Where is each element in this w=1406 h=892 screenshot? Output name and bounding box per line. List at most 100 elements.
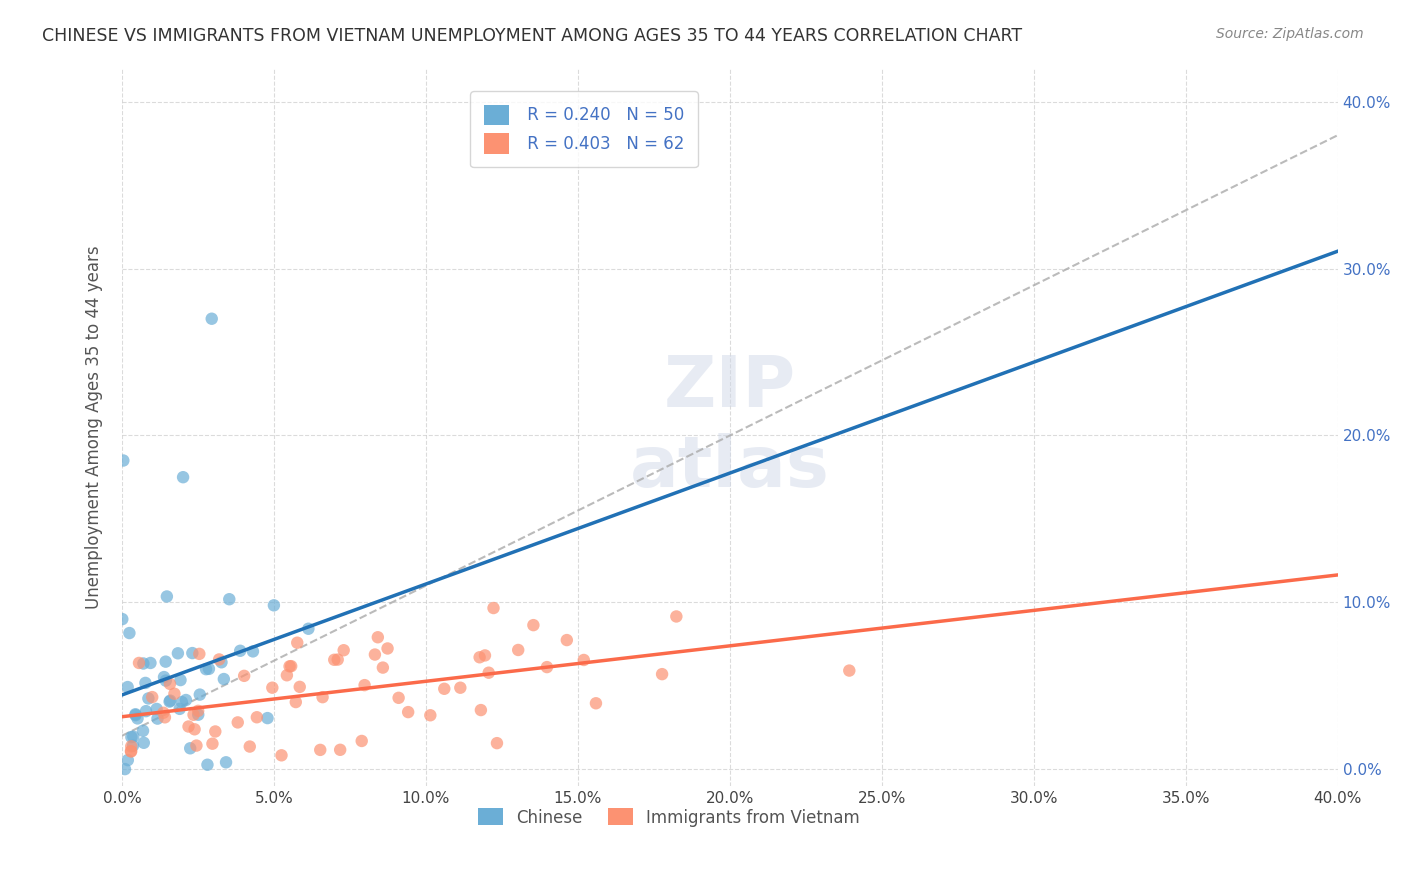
Point <box>396 705 419 719</box>
Point <box>124 708 146 723</box>
Point <box>326 652 349 666</box>
Point <box>197 757 219 772</box>
Point <box>145 702 167 716</box>
Point <box>651 667 673 681</box>
Point <box>201 311 224 326</box>
Point <box>138 691 160 706</box>
Point <box>367 630 389 644</box>
Point <box>350 734 373 748</box>
Point <box>256 711 278 725</box>
Point <box>159 693 181 707</box>
Point <box>838 664 860 678</box>
Point <box>201 737 224 751</box>
Point <box>120 730 142 744</box>
Point <box>485 736 508 750</box>
Point <box>332 643 354 657</box>
Point <box>135 704 157 718</box>
Point <box>309 743 332 757</box>
Point <box>163 687 186 701</box>
Point <box>226 715 249 730</box>
Point <box>117 753 139 767</box>
Point <box>141 690 163 705</box>
Point <box>388 690 411 705</box>
Point <box>212 672 235 686</box>
Point <box>159 695 181 709</box>
Point <box>288 680 311 694</box>
Point <box>188 688 211 702</box>
Point <box>377 641 399 656</box>
Point <box>169 673 191 687</box>
Point <box>433 681 456 696</box>
Point <box>159 677 181 691</box>
Text: Source: ZipAtlas.com: Source: ZipAtlas.com <box>1216 27 1364 41</box>
Point <box>188 647 211 661</box>
Point <box>478 665 501 680</box>
Point <box>665 609 688 624</box>
Point <box>198 662 221 676</box>
Point <box>117 680 139 694</box>
Point <box>111 612 134 626</box>
Point <box>156 590 179 604</box>
Point <box>174 693 197 707</box>
Point <box>153 710 176 724</box>
Text: ZIP
atlas: ZIP atlas <box>630 352 830 501</box>
Point <box>127 711 149 725</box>
Point <box>215 756 238 770</box>
Point <box>112 453 135 467</box>
Point <box>263 599 285 613</box>
Point <box>311 690 333 705</box>
Point <box>536 660 558 674</box>
Point <box>242 644 264 658</box>
Point <box>134 676 156 690</box>
Point <box>181 646 204 660</box>
Point <box>179 741 201 756</box>
Point <box>449 681 471 695</box>
Text: CHINESE VS IMMIGRANTS FROM VIETNAM UNEMPLOYMENT AMONG AGES 35 TO 44 YEARS CORREL: CHINESE VS IMMIGRANTS FROM VIETNAM UNEMP… <box>42 27 1022 45</box>
Point <box>555 633 578 648</box>
Point <box>233 669 256 683</box>
Point <box>114 762 136 776</box>
Point <box>120 744 142 758</box>
Point <box>246 710 269 724</box>
Point <box>167 646 190 660</box>
Point <box>284 695 307 709</box>
Point <box>120 744 142 758</box>
Point <box>132 657 155 671</box>
Point <box>329 743 352 757</box>
Point <box>468 650 491 665</box>
Point <box>353 678 375 692</box>
Point <box>172 470 194 484</box>
Point <box>508 643 530 657</box>
Point <box>419 708 441 723</box>
Point <box>128 656 150 670</box>
Point <box>118 626 141 640</box>
Point <box>211 655 233 669</box>
Point <box>204 724 226 739</box>
Point <box>155 655 177 669</box>
Point <box>155 673 177 688</box>
Point <box>183 723 205 737</box>
Point <box>285 636 308 650</box>
Y-axis label: Unemployment Among Ages 35 to 44 years: Unemployment Among Ages 35 to 44 years <box>86 245 103 609</box>
Point <box>522 618 544 632</box>
Point <box>187 707 209 722</box>
Point <box>120 739 142 754</box>
Point <box>229 644 252 658</box>
Point <box>153 670 176 684</box>
Point <box>139 656 162 670</box>
Point <box>132 736 155 750</box>
Point <box>297 622 319 636</box>
Point <box>195 662 218 676</box>
Point <box>276 668 298 682</box>
Point <box>124 707 146 722</box>
Point <box>364 648 387 662</box>
Legend: Chinese, Immigrants from Vietnam: Chinese, Immigrants from Vietnam <box>470 800 869 835</box>
Point <box>186 739 208 753</box>
Point <box>183 707 205 722</box>
Point <box>323 653 346 667</box>
Point <box>585 696 607 710</box>
Point <box>270 748 292 763</box>
Point <box>122 739 145 753</box>
Point <box>474 648 496 663</box>
Point <box>177 719 200 733</box>
